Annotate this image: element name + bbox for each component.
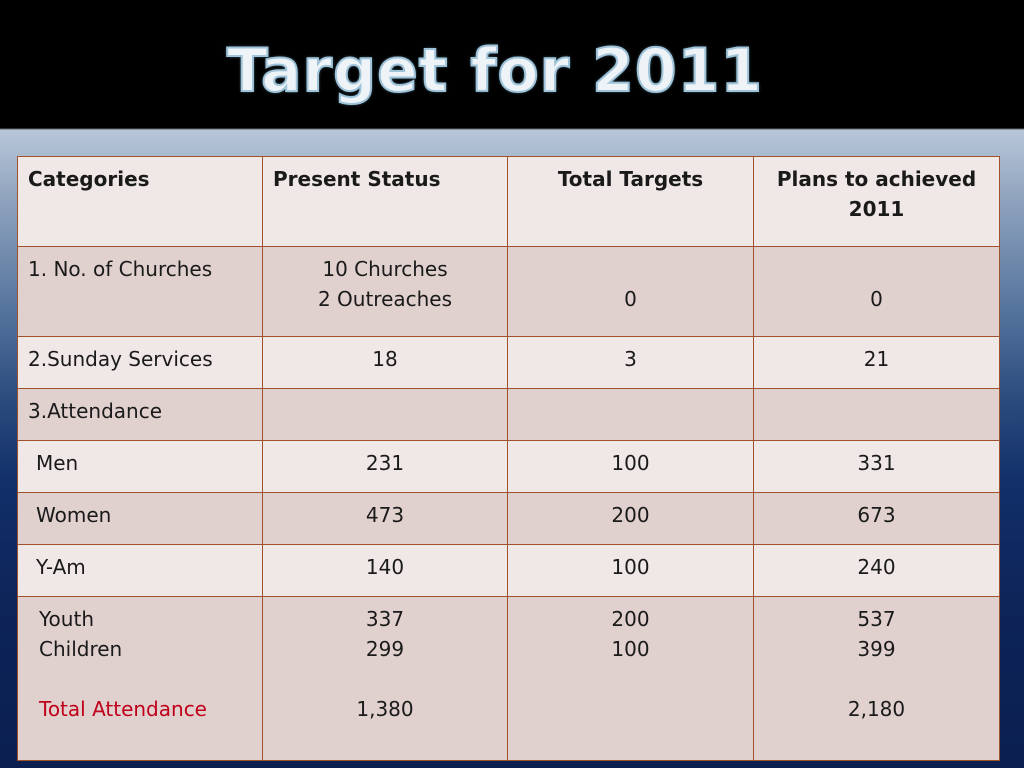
header-total-targets: Total Targets xyxy=(507,156,754,247)
cell-present: 337 299 1,380 xyxy=(262,596,508,761)
plans-children: 399 xyxy=(857,637,896,661)
cell-category: 2.Sunday Services xyxy=(17,336,263,389)
cell-category: Men xyxy=(17,440,263,493)
cell-plans: 0 xyxy=(753,246,1000,337)
header-plans-line2: 2011 xyxy=(848,197,905,221)
cell-present: 231 xyxy=(262,440,508,493)
cell-present-line1: 10 Churches xyxy=(322,257,448,281)
cell-present: 473 xyxy=(262,492,508,545)
cell-present-line2: 2 Outreaches xyxy=(317,287,453,311)
youth-label: Youth xyxy=(39,607,94,631)
present-total: 1,380 xyxy=(356,697,414,721)
cell-target: 0 xyxy=(507,246,754,337)
target-youth: 200 xyxy=(611,607,650,631)
table-row-men: Men 231 100 331 xyxy=(17,440,1000,493)
children-label: Children xyxy=(39,637,123,661)
cell-target: 200 xyxy=(507,492,754,545)
cell-present xyxy=(262,388,508,441)
cell-present: 10 Churches 2 Outreaches xyxy=(262,246,508,337)
present-children: 299 xyxy=(365,637,405,661)
cell-target: 3 xyxy=(507,336,754,389)
cell-target: 100 xyxy=(507,440,754,493)
cell-category: Y-Am xyxy=(17,544,263,597)
header-categories: Categories xyxy=(17,156,263,247)
cell-present: 140 xyxy=(262,544,508,597)
cell-category: 1. No. of Churches xyxy=(17,246,263,337)
plans-youth: 537 xyxy=(857,607,896,631)
cell-plans-value: 0 xyxy=(870,287,883,311)
cell-plans: 331 xyxy=(753,440,1000,493)
cell-plans: 673 xyxy=(753,492,1000,545)
target-children: 100 xyxy=(611,637,650,661)
cell-present: 18 xyxy=(262,336,508,389)
cell-category: Youth Children Total Attendance xyxy=(17,596,263,761)
header-row: Categories Present Status Total Targets … xyxy=(17,156,1000,247)
cell-plans: 21 xyxy=(753,336,1000,389)
cell-plans: 537 399 2,180 xyxy=(753,596,1000,761)
targets-table: Categories Present Status Total Targets … xyxy=(17,156,1000,761)
cell-target: 200 100 xyxy=(507,596,754,761)
cell-target xyxy=(507,388,754,441)
cell-category: Women xyxy=(17,492,263,545)
table-row-attendance: 3.Attendance xyxy=(17,388,1000,441)
cell-category: 3.Attendance xyxy=(17,388,263,441)
cell-plans xyxy=(753,388,1000,441)
table-row-y-am: Y-Am 140 100 240 xyxy=(17,544,1000,597)
cell-target: 100 xyxy=(507,544,754,597)
table-row-youth-children-total: Youth Children Total Attendance 337 299 … xyxy=(17,596,1000,761)
header-present-status: Present Status xyxy=(262,156,508,247)
slide-title: Target for 2011 xyxy=(226,35,764,107)
table-row-sunday-services: 2.Sunday Services 18 3 21 xyxy=(17,336,1000,389)
cell-target-value: 0 xyxy=(624,287,637,311)
plans-total: 2,180 xyxy=(847,697,906,721)
present-youth: 337 xyxy=(365,607,405,631)
header-plans: Plans to achieved 2011 xyxy=(753,156,1000,247)
header-plans-line1: Plans to achieved xyxy=(776,167,977,191)
cell-plans: 240 xyxy=(753,544,1000,597)
total-attendance-label: Total Attendance xyxy=(39,697,207,721)
table-row-churches: 1. No. of Churches 10 Churches 2 Outreac… xyxy=(17,246,1000,337)
table-row-women: Women 473 200 673 xyxy=(17,492,1000,545)
